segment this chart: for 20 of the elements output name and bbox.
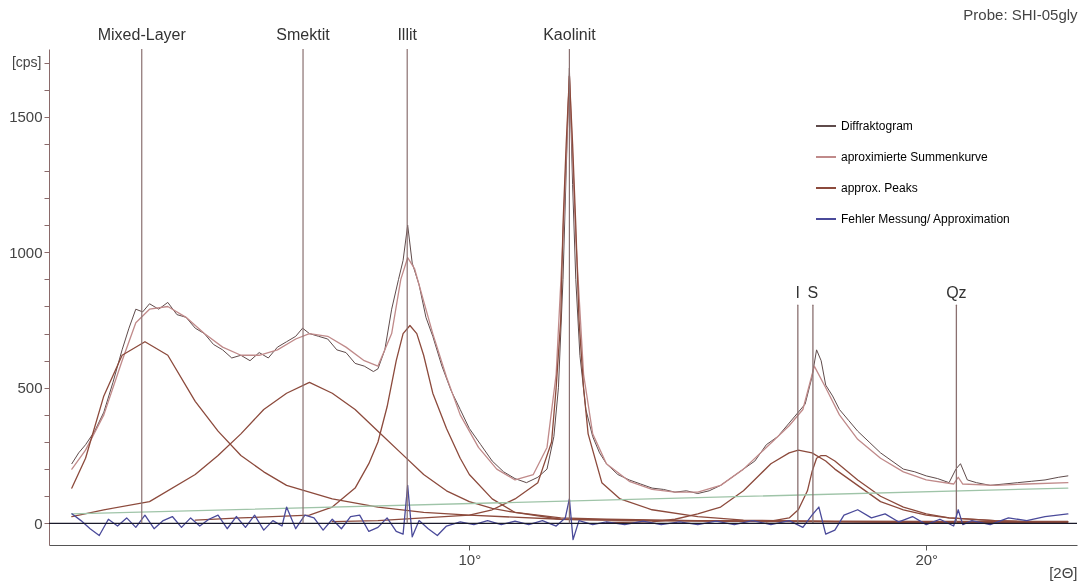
legend-label: approx. Peaks bbox=[841, 181, 918, 195]
x-tick-label: 20° bbox=[915, 550, 939, 568]
x-axis-title: [2Θ] bbox=[1049, 563, 1078, 581]
annotation: Qz bbox=[946, 284, 967, 302]
annotation: S bbox=[807, 284, 819, 302]
legend-label: aproximierte Summenkurve bbox=[841, 150, 989, 164]
x-tick-label: 10° bbox=[458, 550, 482, 568]
ref-line-label: Illit bbox=[397, 26, 418, 43]
legend-label: Diffraktogram bbox=[841, 119, 913, 133]
legend-label: Fehler Messung/ Approximation bbox=[841, 212, 1010, 226]
y-tick-label: 1000 bbox=[9, 243, 43, 261]
y-tick-label: 1500 bbox=[9, 108, 43, 126]
y-tick-label: 500 bbox=[17, 379, 43, 397]
y-axis-title: [cps] bbox=[11, 53, 42, 70]
ref-line-label: Mixed-Layer bbox=[97, 26, 187, 43]
ref-line-label: Kaolinit bbox=[543, 26, 597, 43]
annotation: I bbox=[795, 284, 801, 302]
ref-line-label: Smektit bbox=[276, 26, 331, 43]
y-tick-label: 0 bbox=[34, 514, 43, 532]
chart-title: Probe: SHI-05gly bbox=[963, 6, 1079, 23]
